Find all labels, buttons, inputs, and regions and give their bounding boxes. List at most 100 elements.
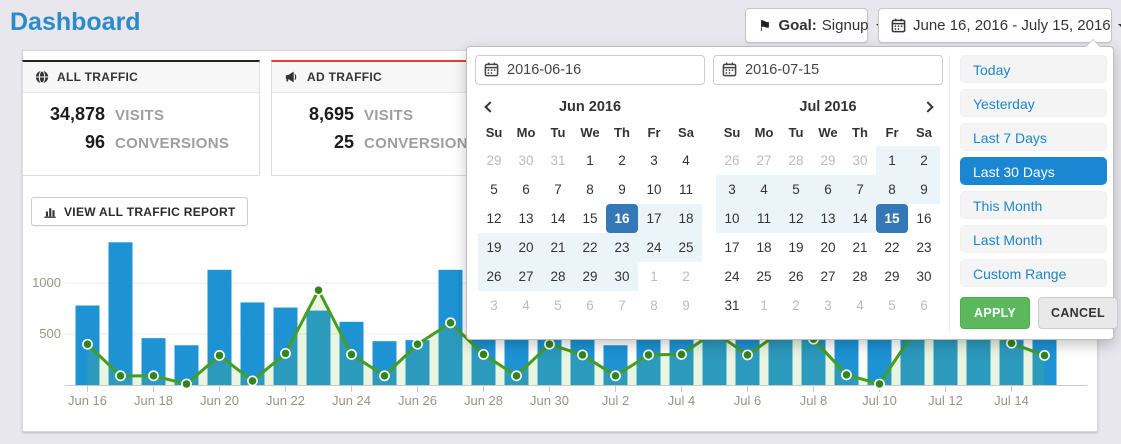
calendar-day[interactable]: 1 xyxy=(760,298,768,313)
calendar-day[interactable]: 7 xyxy=(844,175,876,204)
end-date-input[interactable] xyxy=(713,55,943,85)
calendar-day[interactable]: 7 xyxy=(618,298,626,313)
range-preset-custom-range[interactable]: Custom Range xyxy=(960,259,1107,287)
calendar-day[interactable]: 2 xyxy=(618,153,626,168)
calendar-day[interactable]: 25 xyxy=(670,233,702,262)
calendar-day[interactable]: 4 xyxy=(856,298,864,313)
calendar-day[interactable]: 29 xyxy=(884,269,900,284)
calendar-day[interactable]: 1 xyxy=(876,146,908,175)
calendar-day[interactable]: 15 xyxy=(582,211,598,226)
cancel-button[interactable]: CANCEL xyxy=(1038,297,1118,329)
calendar-day[interactable]: 23 xyxy=(916,240,932,255)
calendar-day[interactable]: 7 xyxy=(554,182,562,197)
calendar-day[interactable]: 30 xyxy=(852,153,868,168)
calendar-day[interactable]: 6 xyxy=(522,182,530,197)
calendar-day[interactable]: 15 xyxy=(876,204,908,233)
calendar-day[interactable]: 27 xyxy=(820,269,836,284)
calendar-day[interactable]: 29 xyxy=(820,153,836,168)
calendar-day[interactable]: 30 xyxy=(606,262,638,291)
calendar-day[interactable]: 13 xyxy=(812,204,844,233)
calendar-day[interactable]: 3 xyxy=(716,175,748,204)
calendar-day[interactable]: 5 xyxy=(554,298,562,313)
prev-month-button[interactable] xyxy=(475,98,505,116)
calendar-day[interactable]: 26 xyxy=(724,153,740,168)
calendar-day[interactable]: 18 xyxy=(756,240,772,255)
calendar-day[interactable]: 21 xyxy=(852,240,868,255)
start-date-input[interactable] xyxy=(475,55,705,85)
calendar-day[interactable]: 28 xyxy=(788,153,804,168)
calendar-day[interactable]: 24 xyxy=(638,233,670,262)
calendar-day[interactable]: 1 xyxy=(650,269,658,284)
date-range-button[interactable]: June 16, 2016 - July 15, 2016 xyxy=(878,8,1121,43)
calendar-day[interactable]: 31 xyxy=(724,298,740,313)
range-preset-last-7-days[interactable]: Last 7 Days xyxy=(960,123,1107,151)
calendar-day[interactable]: 30 xyxy=(518,153,534,168)
calendar-day[interactable]: 22 xyxy=(574,233,606,262)
calendar-day[interactable]: 3 xyxy=(824,298,832,313)
calendar-day[interactable]: 24 xyxy=(724,269,740,284)
calendar-day[interactable]: 25 xyxy=(756,269,772,284)
range-preset-last-month[interactable]: Last Month xyxy=(960,225,1107,253)
calendar-day[interactable]: 2 xyxy=(682,269,690,284)
calendar-day[interactable]: 8 xyxy=(650,298,658,313)
calendar-day[interactable]: 19 xyxy=(478,233,510,262)
calendar-day[interactable]: 10 xyxy=(716,204,748,233)
calendar-day[interactable]: 27 xyxy=(756,153,772,168)
range-preset-last-30-days[interactable]: Last 30 Days xyxy=(960,157,1107,185)
calendar-day[interactable]: 6 xyxy=(920,298,928,313)
calendar-day[interactable]: 4 xyxy=(522,298,530,313)
calendar-day[interactable]: 14 xyxy=(844,204,876,233)
goal-selector-button[interactable]: ⚑ Goal: Signup xyxy=(745,8,884,43)
apply-button[interactable]: APPLY xyxy=(960,297,1031,329)
calendar-day[interactable]: 12 xyxy=(780,204,812,233)
calendar-day[interactable]: 5 xyxy=(780,175,812,204)
calendar-day[interactable]: 20 xyxy=(510,233,542,262)
next-month-button[interactable] xyxy=(913,98,943,116)
calendar-day[interactable]: 10 xyxy=(646,182,662,197)
calendar-day[interactable]: 9 xyxy=(682,298,690,313)
calendar-day[interactable]: 31 xyxy=(550,153,566,168)
calendar-day[interactable]: 2 xyxy=(908,146,940,175)
calendar-day[interactable]: 11 xyxy=(748,204,780,233)
calendar-day[interactable]: 4 xyxy=(748,175,780,204)
range-preset-yesterday[interactable]: Yesterday xyxy=(960,89,1107,117)
calendar-day[interactable]: 18 xyxy=(670,204,702,233)
calendar-day[interactable]: 6 xyxy=(586,298,594,313)
calendar-day[interactable]: 14 xyxy=(550,211,566,226)
calendar-day[interactable]: 27 xyxy=(510,262,542,291)
range-preset-this-month[interactable]: This Month xyxy=(960,191,1107,219)
calendar-day[interactable]: 5 xyxy=(490,182,498,197)
calendar-day[interactable]: 21 xyxy=(542,233,574,262)
calendar-day[interactable]: 5 xyxy=(888,298,896,313)
calendar-day[interactable]: 28 xyxy=(852,269,868,284)
calendar-day[interactable]: 9 xyxy=(618,182,626,197)
calendar-day[interactable]: 8 xyxy=(586,182,594,197)
calendar-day[interactable]: 26 xyxy=(788,269,804,284)
calendar-day[interactable]: 16 xyxy=(916,211,932,226)
calendar-day[interactable]: 16 xyxy=(606,204,638,233)
calendar-day[interactable]: 23 xyxy=(606,233,638,262)
calendar-day[interactable]: 28 xyxy=(542,262,574,291)
calendar-day[interactable]: 22 xyxy=(884,240,900,255)
calendar-day[interactable]: 19 xyxy=(788,240,804,255)
calendar-day[interactable]: 30 xyxy=(916,269,932,284)
calendar-day[interactable]: 3 xyxy=(490,298,498,313)
calendar-day[interactable]: 29 xyxy=(486,153,502,168)
calendar-day[interactable]: 17 xyxy=(724,240,740,255)
calendar-day[interactable]: 3 xyxy=(650,153,658,168)
calendar-day[interactable]: 20 xyxy=(820,240,836,255)
calendar-day[interactable]: 12 xyxy=(486,211,502,226)
calendar-day[interactable]: 17 xyxy=(638,204,670,233)
calendar-day[interactable]: 8 xyxy=(876,175,908,204)
calendar-day[interactable]: 26 xyxy=(478,262,510,291)
calendar-day[interactable]: 1 xyxy=(586,153,594,168)
view-all-traffic-report-button[interactable]: VIEW ALL TRAFFIC REPORT xyxy=(31,197,248,226)
calendar-day[interactable]: 11 xyxy=(678,182,693,197)
calendar-day[interactable]: 4 xyxy=(682,153,690,168)
calendar-day[interactable]: 29 xyxy=(574,262,606,291)
calendar-day[interactable]: 2 xyxy=(792,298,800,313)
calendar-day[interactable]: 13 xyxy=(518,211,534,226)
range-preset-today[interactable]: Today xyxy=(960,55,1107,83)
calendar-day[interactable]: 6 xyxy=(812,175,844,204)
calendar-day[interactable]: 9 xyxy=(908,175,940,204)
